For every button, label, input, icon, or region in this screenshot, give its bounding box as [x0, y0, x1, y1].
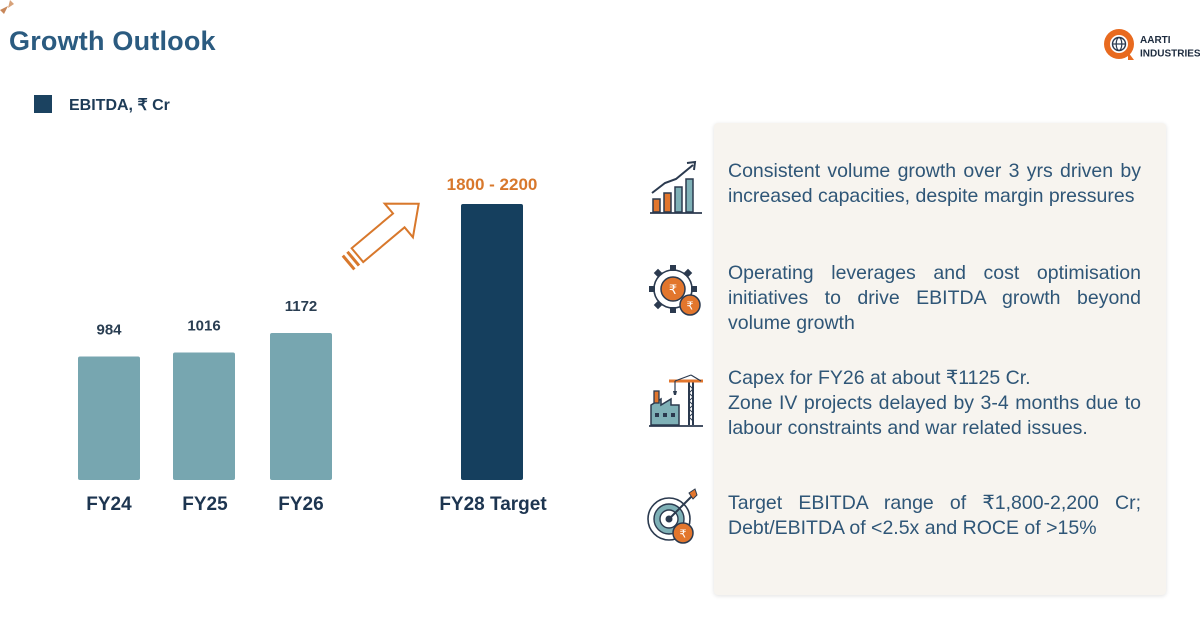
bar-fy25	[173, 352, 235, 480]
logo-text-aarti: AARTI	[1140, 35, 1171, 46]
svg-text:₹: ₹	[669, 283, 677, 298]
highlight-text-1: Consistent volume growth over 3 yrs driv…	[728, 160, 1141, 207]
highlight-text-3-line-2: Zone IV projects delayed by 3-4 months d…	[728, 392, 1141, 439]
growth-arrow-icon	[341, 202, 420, 271]
factory-crane-icon	[649, 374, 703, 427]
bar-fy26	[270, 332, 332, 480]
highlights-panel	[714, 123, 1166, 595]
data-label-fy28-target: 1800 - 2200	[447, 175, 538, 194]
bar-fy28-target	[461, 204, 523, 480]
target-rupee-icon: ₹	[647, 488, 698, 544]
ebitda-bar-chart: 984 FY24 1016 FY25 1172 FY26 1800 - 2200 FY28 T…	[78, 175, 547, 515]
corner-decoration	[0, 0, 14, 14]
gear-rupee-icon: ₹ ₹	[649, 265, 701, 316]
data-label-fy26: 1172	[285, 298, 318, 315]
category-label-fy24: FY24	[86, 494, 132, 515]
bar-fy24	[78, 356, 140, 480]
highlight-text-2: Operating leverages and cost optimisatio…	[728, 262, 1141, 334]
category-label-fy25: FY25	[182, 494, 228, 515]
legend-label: EBITDA, ₹ Cr	[69, 97, 170, 114]
highlight-text-3-line-1: Capex for FY26 at about ₹1125 Cr.	[728, 367, 1031, 389]
svg-text:₹: ₹	[680, 528, 687, 541]
logo-text-industries: INDUSTRIES®	[1140, 48, 1200, 60]
data-label-fy24: 984	[96, 322, 122, 339]
data-label-fy25: 1016	[187, 318, 220, 335]
page-title: Growth Outlook	[9, 26, 216, 56]
company-logo	[1104, 29, 1134, 60]
highlight-text-4: Target EBITDA range of ₹1,800-2,200 Cr; …	[728, 492, 1141, 539]
category-label-fy26: FY26	[278, 494, 323, 515]
highlight-text-3: Capex for FY26 at about ₹1125 Cr. Zone I…	[728, 366, 1141, 441]
legend-swatch	[34, 95, 52, 113]
growth-chart-icon	[650, 160, 702, 214]
svg-text:₹: ₹	[687, 300, 694, 313]
category-label-fy28-target: FY28 Target	[439, 494, 547, 515]
